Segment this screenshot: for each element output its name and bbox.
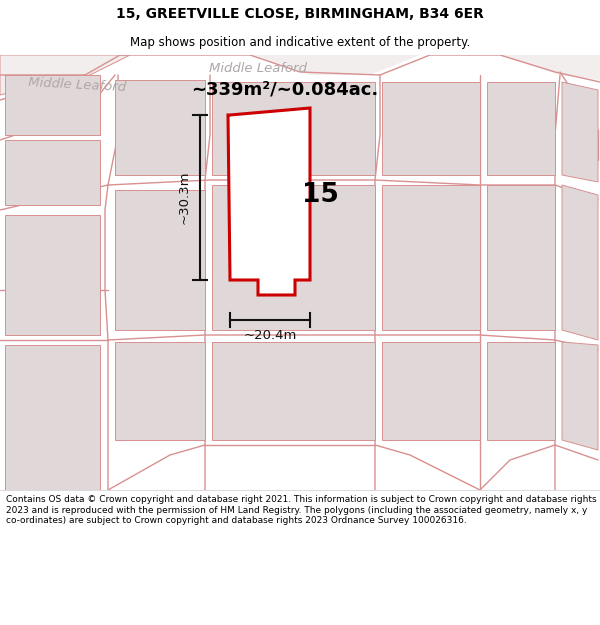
Polygon shape	[5, 140, 100, 205]
Polygon shape	[0, 55, 600, 490]
Polygon shape	[212, 185, 375, 330]
Polygon shape	[0, 55, 600, 80]
Polygon shape	[212, 82, 375, 175]
Polygon shape	[0, 55, 130, 95]
Text: ~339m²/~0.084ac.: ~339m²/~0.084ac.	[191, 81, 379, 99]
Text: 15: 15	[302, 182, 338, 208]
Polygon shape	[487, 342, 555, 440]
Polygon shape	[562, 185, 598, 340]
Text: ~30.3m: ~30.3m	[178, 171, 191, 224]
Polygon shape	[5, 345, 100, 490]
Polygon shape	[487, 185, 555, 330]
Polygon shape	[5, 75, 100, 135]
Polygon shape	[228, 108, 310, 295]
Polygon shape	[115, 342, 205, 440]
Text: ~20.4m: ~20.4m	[244, 329, 296, 342]
Polygon shape	[562, 342, 598, 450]
Polygon shape	[5, 215, 100, 335]
Polygon shape	[115, 190, 205, 330]
Text: 15, GREETVILLE CLOSE, BIRMINGHAM, B34 6ER: 15, GREETVILLE CLOSE, BIRMINGHAM, B34 6E…	[116, 7, 484, 21]
Text: Middle Leaford: Middle Leaford	[209, 61, 307, 74]
Polygon shape	[382, 342, 480, 440]
Text: Map shows position and indicative extent of the property.: Map shows position and indicative extent…	[130, 36, 470, 49]
Text: Contains OS data © Crown copyright and database right 2021. This information is : Contains OS data © Crown copyright and d…	[6, 496, 596, 525]
Polygon shape	[487, 82, 555, 175]
Polygon shape	[562, 82, 598, 182]
Polygon shape	[382, 185, 480, 330]
Text: Middle Leaford: Middle Leaford	[28, 76, 127, 94]
Polygon shape	[115, 80, 205, 175]
Polygon shape	[212, 342, 375, 440]
Polygon shape	[382, 82, 480, 175]
